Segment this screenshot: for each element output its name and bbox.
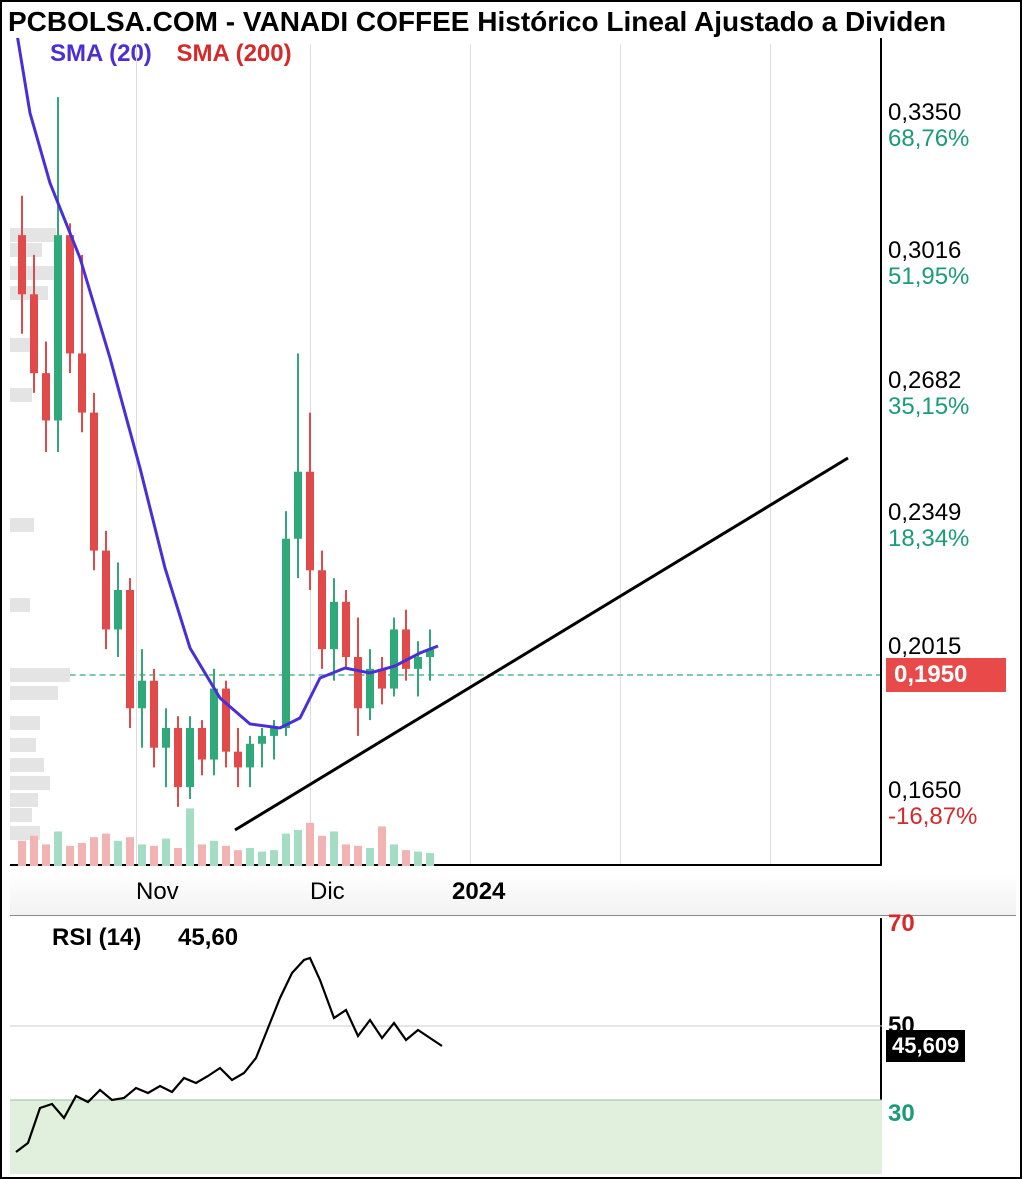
rsi-legend: RSI (14) 45,60	[52, 924, 238, 952]
rsi-y-tick: 70	[888, 910, 915, 938]
price-chart[interactable]	[10, 38, 882, 866]
price-y-axis: 0,335068,76% 0,301651,95% 0,268235,15% 0,23…	[886, 38, 1022, 866]
rsi-value-label: 45,60	[178, 924, 238, 951]
x-tick: Dic	[310, 878, 345, 906]
rsi-current-badge: 45,609	[886, 1030, 965, 1062]
y-tick: 0,1650-16,87%	[888, 778, 977, 831]
y-tick: 0,301651,95%	[888, 238, 969, 291]
chart-container: PCBOLSA.COM - VANADI COFFEE Histórico Li…	[0, 0, 1022, 1179]
rsi-name: RSI (14)	[52, 924, 141, 951]
current-price-badge: 0,1950	[886, 658, 1006, 692]
page-title: PCBOLSA.COM - VANADI COFFEE Histórico Li…	[8, 6, 946, 38]
x-tick: 2024	[452, 878, 505, 906]
y-tick: 0,268235,15%	[888, 368, 969, 421]
rsi-panel[interactable]: RSI (14) 45,60	[10, 918, 882, 1174]
y-tick: 0,234918,34%	[888, 500, 969, 553]
y-tick: 0,335068,76%	[888, 100, 969, 153]
rsi-y-tick: 30	[888, 1100, 915, 1128]
x-tick: Nov	[136, 878, 179, 906]
x-axis: Nov Dic 2024	[10, 872, 1016, 916]
